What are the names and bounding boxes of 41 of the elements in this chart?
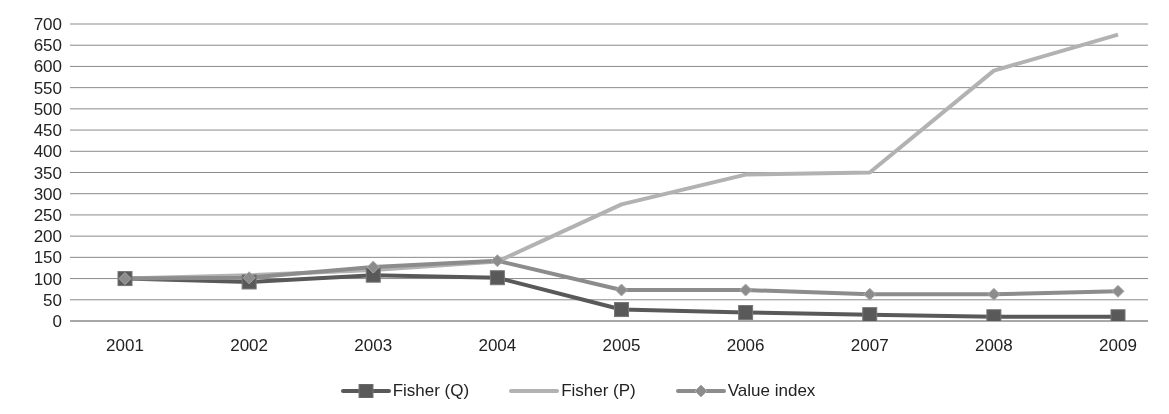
y-tick-label: 250 [33,205,62,225]
y-tick-label: 300 [33,184,62,204]
x-tick-label: 2002 [230,336,269,356]
point [986,309,1002,321]
y-tick-label: 350 [33,163,62,183]
point [863,287,877,301]
y-tick-label: 150 [33,248,62,268]
x-tick-label: 2001 [106,336,144,356]
x-tick-label: 2009 [1099,336,1137,356]
y-tick-label: 600 [33,57,62,77]
y-tick-label: 100 [33,269,62,289]
point [739,283,753,297]
x-tick-label: 2003 [354,336,393,356]
point [242,271,256,285]
x-tick-label: 2004 [478,336,517,356]
x-tick-label: 2008 [974,336,1013,356]
y-tick-label: 50 [43,290,62,310]
point [1110,309,1126,321]
point [615,283,628,297]
point [738,305,754,321]
y-tick-label: 0 [52,312,62,332]
x-tick-label: 2005 [602,336,641,356]
y-tick-label: 700 [33,15,62,35]
y-tick-label: 550 [33,78,62,98]
point [490,254,504,268]
legend-label: Fisher (P) [561,381,636,401]
y-tick-label: 400 [33,142,62,162]
y-tick-label: 450 [33,121,62,141]
point [614,302,629,318]
point [366,260,380,274]
x-tick-label: 2007 [850,336,889,356]
y-tick-label: 200 [33,227,62,247]
point [489,270,505,286]
y-tick-label: 500 [33,99,62,119]
legend-label: Value index [727,381,816,401]
x-tick-label: 2006 [726,336,765,356]
point [987,287,1001,301]
point [1111,284,1125,298]
y-tick-label: 650 [33,36,62,56]
point [862,307,878,321]
legend-label: Fisher (Q) [392,381,470,401]
